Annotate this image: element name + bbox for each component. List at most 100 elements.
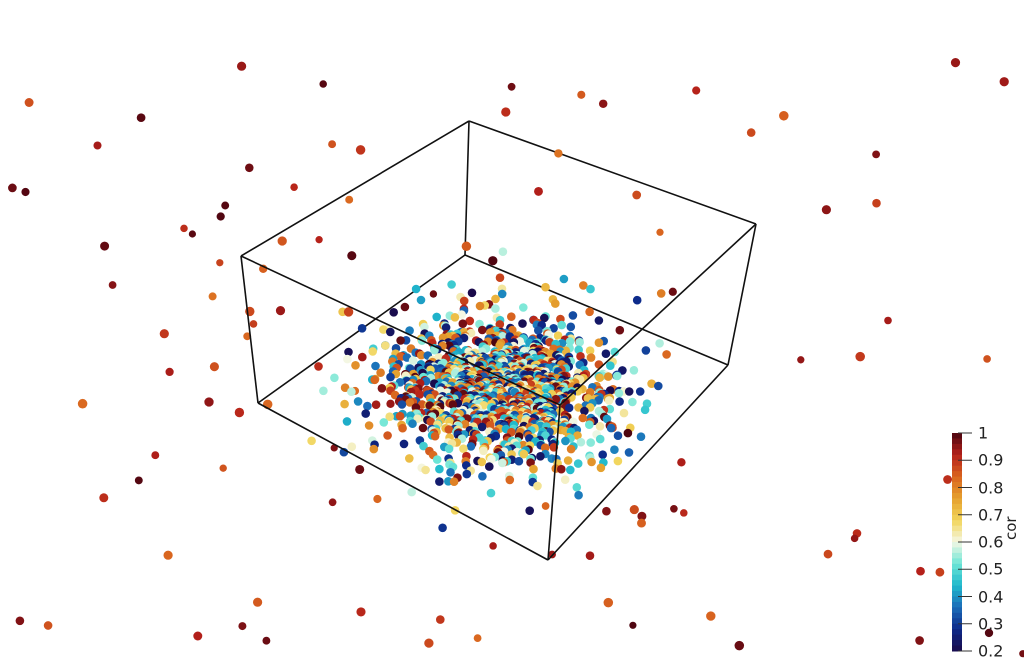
data-point bbox=[576, 437, 586, 447]
colorbar-segment bbox=[952, 596, 962, 603]
data-point bbox=[579, 281, 588, 290]
colorbar-tick-label: 0.8 bbox=[978, 478, 1004, 497]
colorbar-segment bbox=[952, 585, 962, 592]
data-point bbox=[628, 397, 637, 407]
data-point bbox=[497, 289, 507, 299]
data-point bbox=[370, 375, 380, 385]
colorbar-segment bbox=[952, 569, 962, 576]
data-point bbox=[491, 294, 500, 304]
data-point bbox=[461, 241, 472, 252]
data-point bbox=[368, 347, 378, 356]
colorbar-segment bbox=[952, 531, 962, 538]
colorbar-segment bbox=[952, 471, 962, 478]
data-point bbox=[495, 273, 505, 283]
data-point bbox=[448, 400, 458, 409]
data-point bbox=[351, 361, 360, 370]
data-point bbox=[441, 323, 451, 332]
data-point bbox=[564, 403, 574, 413]
data-point bbox=[209, 362, 219, 372]
data-point bbox=[577, 90, 586, 99]
data-point bbox=[935, 567, 945, 577]
data-point bbox=[540, 313, 549, 323]
data-point bbox=[637, 511, 647, 521]
data-point bbox=[507, 82, 516, 91]
data-point bbox=[371, 361, 380, 371]
colorbar-tick-label: 0.7 bbox=[978, 505, 1004, 525]
data-point bbox=[563, 456, 573, 465]
box-edge bbox=[240, 120, 470, 257]
data-point bbox=[495, 320, 505, 329]
data-point bbox=[429, 290, 438, 298]
data-point bbox=[585, 420, 594, 430]
data-point bbox=[165, 367, 174, 377]
data-point bbox=[984, 628, 994, 638]
data-point bbox=[379, 418, 389, 427]
data-point bbox=[505, 475, 515, 485]
data-point bbox=[624, 387, 634, 396]
data-point bbox=[473, 634, 482, 642]
data-point bbox=[536, 452, 545, 461]
data-point bbox=[216, 212, 225, 221]
data-point bbox=[606, 361, 615, 371]
data-point bbox=[498, 458, 507, 468]
box-edge bbox=[559, 223, 757, 406]
data-point bbox=[601, 349, 611, 359]
data-point bbox=[216, 259, 224, 267]
data-point bbox=[371, 400, 381, 410]
data-point bbox=[823, 549, 833, 559]
colorbar-tick-label: 0.3 bbox=[978, 614, 1004, 634]
data-point bbox=[585, 551, 595, 560]
colorbar-segment bbox=[952, 623, 962, 630]
colorbar-segment bbox=[952, 498, 962, 505]
data-point bbox=[656, 228, 664, 236]
data-point bbox=[572, 483, 582, 492]
data-point bbox=[438, 523, 447, 533]
data-point bbox=[495, 341, 505, 350]
data-point bbox=[595, 422, 605, 431]
data-point bbox=[353, 397, 363, 406]
data-point bbox=[435, 477, 444, 486]
data-point bbox=[916, 566, 925, 576]
data-point bbox=[315, 236, 323, 244]
data-point bbox=[307, 436, 316, 446]
box-edge bbox=[547, 404, 561, 561]
data-point bbox=[377, 384, 387, 393]
data-point bbox=[446, 468, 455, 477]
data-point bbox=[629, 505, 639, 515]
data-point bbox=[277, 236, 287, 246]
data-point bbox=[408, 356, 418, 365]
data-point bbox=[529, 464, 538, 474]
data-point bbox=[656, 289, 666, 298]
data-point bbox=[358, 352, 367, 362]
data-point bbox=[573, 431, 582, 440]
data-point bbox=[397, 400, 407, 409]
data-point bbox=[734, 640, 745, 651]
data-point bbox=[330, 373, 339, 383]
data-point bbox=[426, 417, 436, 426]
data-point bbox=[1019, 650, 1024, 658]
data-point bbox=[624, 448, 634, 457]
data-point bbox=[77, 398, 88, 409]
data-point bbox=[419, 441, 428, 451]
data-point bbox=[342, 417, 352, 426]
data-point bbox=[136, 113, 146, 123]
data-point bbox=[444, 425, 454, 434]
data-point bbox=[465, 316, 475, 326]
data-point bbox=[475, 301, 485, 311]
data-point bbox=[460, 419, 470, 429]
data-point bbox=[364, 421, 374, 430]
data-point bbox=[604, 372, 613, 381]
data-point bbox=[574, 345, 583, 355]
data-point bbox=[553, 331, 563, 341]
data-point bbox=[478, 472, 487, 481]
colorbar-segment bbox=[952, 634, 962, 641]
data-point bbox=[405, 326, 414, 335]
data-point bbox=[343, 307, 354, 317]
data-point bbox=[486, 420, 495, 430]
data-point bbox=[573, 459, 583, 468]
data-point bbox=[518, 319, 527, 328]
data-point bbox=[418, 423, 428, 433]
data-point bbox=[507, 312, 516, 322]
data-point bbox=[151, 451, 160, 460]
